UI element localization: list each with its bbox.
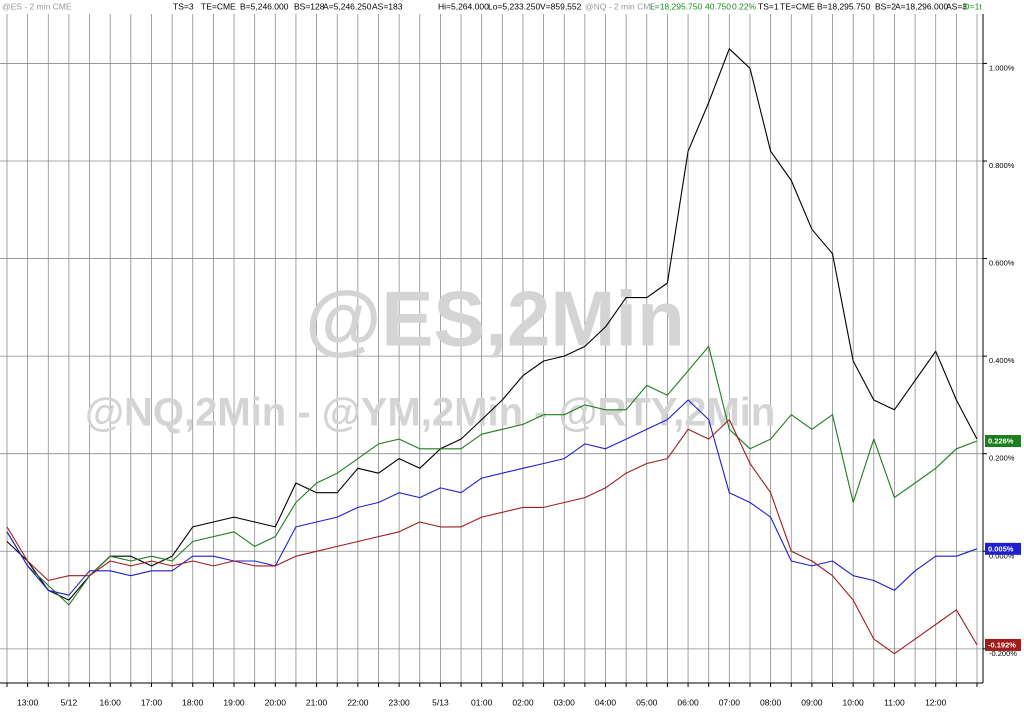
header-item: A=5,246.250 [323,1,372,11]
header-item: Hi=5,264.000 [438,1,489,11]
x-tick-label: 01:00 [471,697,493,707]
x-tick-label: 17:00 [141,697,163,707]
watermark: @ES,2Min [305,275,684,363]
lines [6,48,978,655]
grid [0,14,983,683]
header-item: AS=3 [946,1,967,11]
x-tick-label: 23:00 [388,697,410,707]
header-item: A=18,296.000 [895,1,948,11]
y-tick-label: -0.200% [989,649,1017,658]
y-tick-label: 0.600% [989,259,1015,268]
x-tick-label: 13:00 [17,697,39,707]
x-tick-label: 5/12 [61,697,78,707]
x-tick-label: 05:00 [636,697,658,707]
y-tick-label: 0.400% [989,356,1015,365]
x-tick-label: 12:00 [925,697,947,707]
x-tick-label: 02:00 [512,697,534,707]
header-item: B=18,295.750 [817,1,870,11]
header-item: L=18,295.750 [650,1,703,11]
x-tick-label: 5/13 [432,697,449,707]
end-value-box [985,435,1021,448]
x-tick-label: 18:00 [182,697,204,707]
header-item: O=1t [963,1,982,11]
header-item: @NQ - 2 min CME [585,1,656,11]
x-tick-label: 22:00 [347,697,369,707]
header-item: TE=CME [201,1,236,11]
header-item: V=859,552 [540,1,582,11]
y-tick-label: 1.000% [989,63,1015,72]
header-item: TS=3 [173,1,194,11]
series-line [6,399,978,596]
watermark: @NQ,2Min - @YM,2Min - @RTY,2Min [85,391,775,435]
x-tick-label: 11:00 [884,697,905,707]
header-item: B=5,246.000 [240,1,289,11]
x-tick-label: 03:00 [554,697,576,707]
header-item: BS=128 [294,1,325,11]
header-item: 0.22% [732,1,757,11]
series-line [6,419,978,655]
x-tick-label: 09:00 [801,697,823,707]
header-item: 40.750 [705,1,731,11]
y-tick-label: 0.800% [989,161,1015,170]
end-value-label: 0.005% [988,544,1014,553]
series-line [6,48,978,601]
axes: 13:00 5/12 16:00 17:00 18:00 19:00 20:00 21:00 2… [0,14,1021,707]
series-line [6,345,978,606]
x-tick-label: 19:00 [223,697,245,707]
x-tick-label: 10:00 [843,697,865,707]
x-tick-label: 20:00 [265,697,287,707]
end-value-label: 0.226% [988,437,1014,446]
end-value-label: -0.192% [988,640,1016,649]
y-tick-label: 0.200% [989,454,1015,463]
header-item: AS=183 [372,1,403,11]
x-tick-label: 16:00 [100,697,122,707]
x-tick-label: 06:00 [677,697,699,707]
header-item: Lo=5,233.250 [488,1,541,11]
header-bar [0,0,1024,14]
end-value-box [985,542,1021,555]
x-tick-label: 21:00 [306,697,328,707]
header-item: TS=1 [758,1,779,11]
x-tick-label: 07:00 [719,697,741,707]
header-item: @ES - 2 min CME [2,1,72,11]
x-tick-label: 08:00 [760,697,782,707]
header-item: TE=CME [780,1,815,11]
header: @ES - 2 min CME TS=3 TE=CME B=5,246.000 … [2,1,982,11]
end-value-box [985,638,1021,651]
y-tick-label: 0.000% [989,551,1015,560]
x-tick-label: 04:00 [595,697,617,707]
header-item: BS=2 [875,1,896,11]
